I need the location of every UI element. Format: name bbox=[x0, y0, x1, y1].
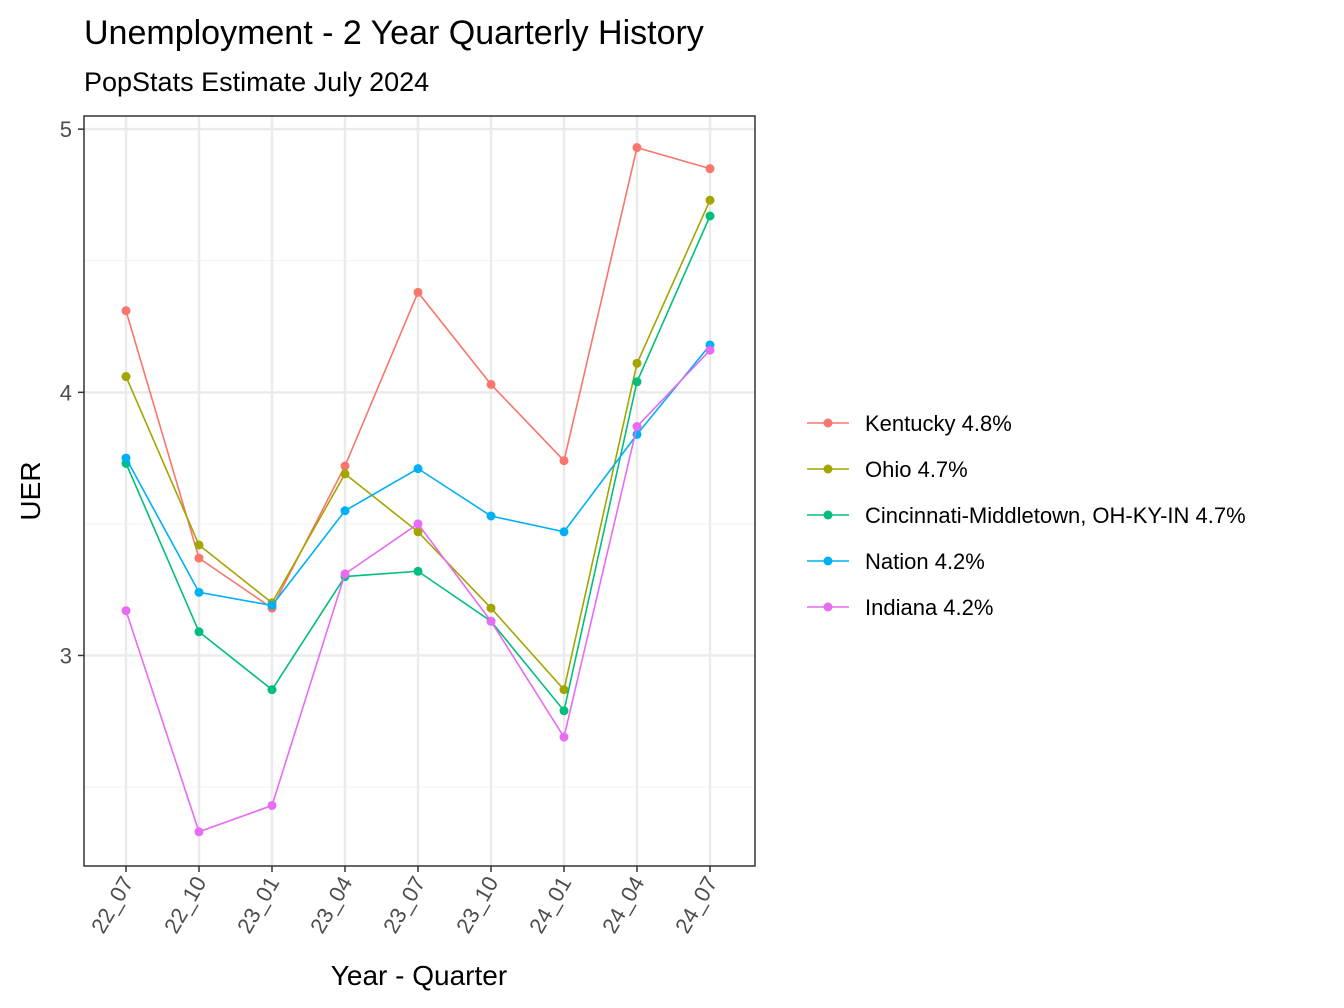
data-point bbox=[267, 685, 277, 695]
legend-item: Cincinnati-Middletown, OH-KY-IN 4.7% bbox=[807, 503, 1246, 528]
data-point bbox=[486, 511, 496, 521]
data-point bbox=[194, 553, 204, 563]
legend-label: Nation 4.2% bbox=[865, 549, 985, 574]
data-point bbox=[559, 527, 569, 537]
legend-item: Nation 4.2% bbox=[807, 549, 985, 574]
data-point bbox=[413, 566, 423, 576]
data-point bbox=[267, 800, 277, 810]
legend-label: Cincinnati-Middletown, OH-KY-IN 4.7% bbox=[865, 503, 1246, 528]
data-point bbox=[121, 372, 131, 382]
data-point bbox=[486, 379, 496, 389]
data-point bbox=[632, 143, 642, 153]
data-point bbox=[194, 540, 204, 550]
data-point bbox=[340, 506, 350, 516]
data-point bbox=[121, 606, 131, 616]
data-point bbox=[559, 732, 569, 742]
data-point bbox=[413, 464, 423, 474]
data-point bbox=[340, 461, 350, 471]
x-tick-label: 23_01 bbox=[232, 872, 284, 937]
data-point bbox=[486, 616, 496, 626]
legend: Kentucky 4.8% Ohio 4.7% Cincinnati-Middlet… bbox=[807, 411, 1246, 620]
data-point bbox=[121, 306, 131, 316]
series-group bbox=[121, 195, 715, 695]
data-point bbox=[559, 456, 569, 466]
data-point bbox=[121, 453, 131, 463]
x-tick-label: 23_10 bbox=[451, 872, 503, 937]
y-axis: 3 4 5 bbox=[60, 117, 84, 668]
y-axis-title: UER bbox=[15, 461, 46, 520]
plot-border bbox=[83, 115, 756, 867]
legend-marker bbox=[823, 510, 833, 520]
data-point bbox=[705, 195, 715, 205]
series-group bbox=[121, 345, 715, 837]
data-point bbox=[486, 603, 496, 613]
data-point bbox=[194, 827, 204, 837]
data-point bbox=[194, 587, 204, 597]
data-point bbox=[267, 600, 277, 610]
data-point bbox=[559, 706, 569, 716]
x-tick-label: 22_10 bbox=[159, 872, 211, 937]
series-group bbox=[121, 211, 715, 716]
legend-item: Ohio 4.7% bbox=[807, 457, 968, 482]
legend-marker bbox=[823, 464, 833, 474]
series-group bbox=[121, 143, 715, 613]
chart-title: Unemployment - 2 Year Quarterly History bbox=[84, 14, 704, 52]
data-point bbox=[705, 211, 715, 221]
x-axis: 22_07 22_10 23_01 23_04 23_07 23_10 24_01 24_04… bbox=[86, 866, 722, 937]
y-tick-label: 3 bbox=[60, 643, 72, 668]
x-axis-title: Year - Quarter bbox=[331, 960, 507, 991]
data-point bbox=[340, 469, 350, 479]
x-tick-label: 23_04 bbox=[305, 872, 357, 937]
legend-item: Kentucky 4.8% bbox=[807, 411, 1012, 436]
data-point bbox=[632, 377, 642, 387]
chart-subtitle: PopStats Estimate July 2024 bbox=[84, 67, 429, 97]
x-tick-label: 24_07 bbox=[670, 872, 722, 937]
legend-label: Indiana 4.2% bbox=[865, 595, 993, 620]
legend-item: Indiana 4.2% bbox=[807, 595, 993, 620]
x-tick-label: 24_01 bbox=[524, 872, 576, 937]
legend-label: Kentucky 4.8% bbox=[865, 411, 1012, 436]
y-tick-label: 4 bbox=[60, 380, 72, 405]
plot-panel bbox=[84, 116, 755, 866]
data-point bbox=[632, 358, 642, 368]
data-point bbox=[413, 527, 423, 537]
data-point bbox=[705, 345, 715, 355]
legend-marker bbox=[823, 418, 833, 428]
series-layer bbox=[121, 143, 715, 837]
data-point bbox=[559, 685, 569, 695]
data-point bbox=[340, 569, 350, 579]
data-point bbox=[413, 287, 423, 297]
data-point bbox=[632, 422, 642, 432]
x-tick-label: 22_07 bbox=[86, 872, 138, 937]
legend-marker bbox=[823, 602, 833, 612]
data-point bbox=[705, 164, 715, 174]
legend-marker bbox=[823, 556, 833, 566]
legend-label: Ohio 4.7% bbox=[865, 457, 968, 482]
data-point bbox=[194, 627, 204, 637]
data-point bbox=[413, 519, 423, 529]
x-tick-label: 24_04 bbox=[597, 872, 649, 937]
y-tick-label: 5 bbox=[60, 117, 72, 142]
x-tick-label: 23_07 bbox=[378, 872, 430, 937]
